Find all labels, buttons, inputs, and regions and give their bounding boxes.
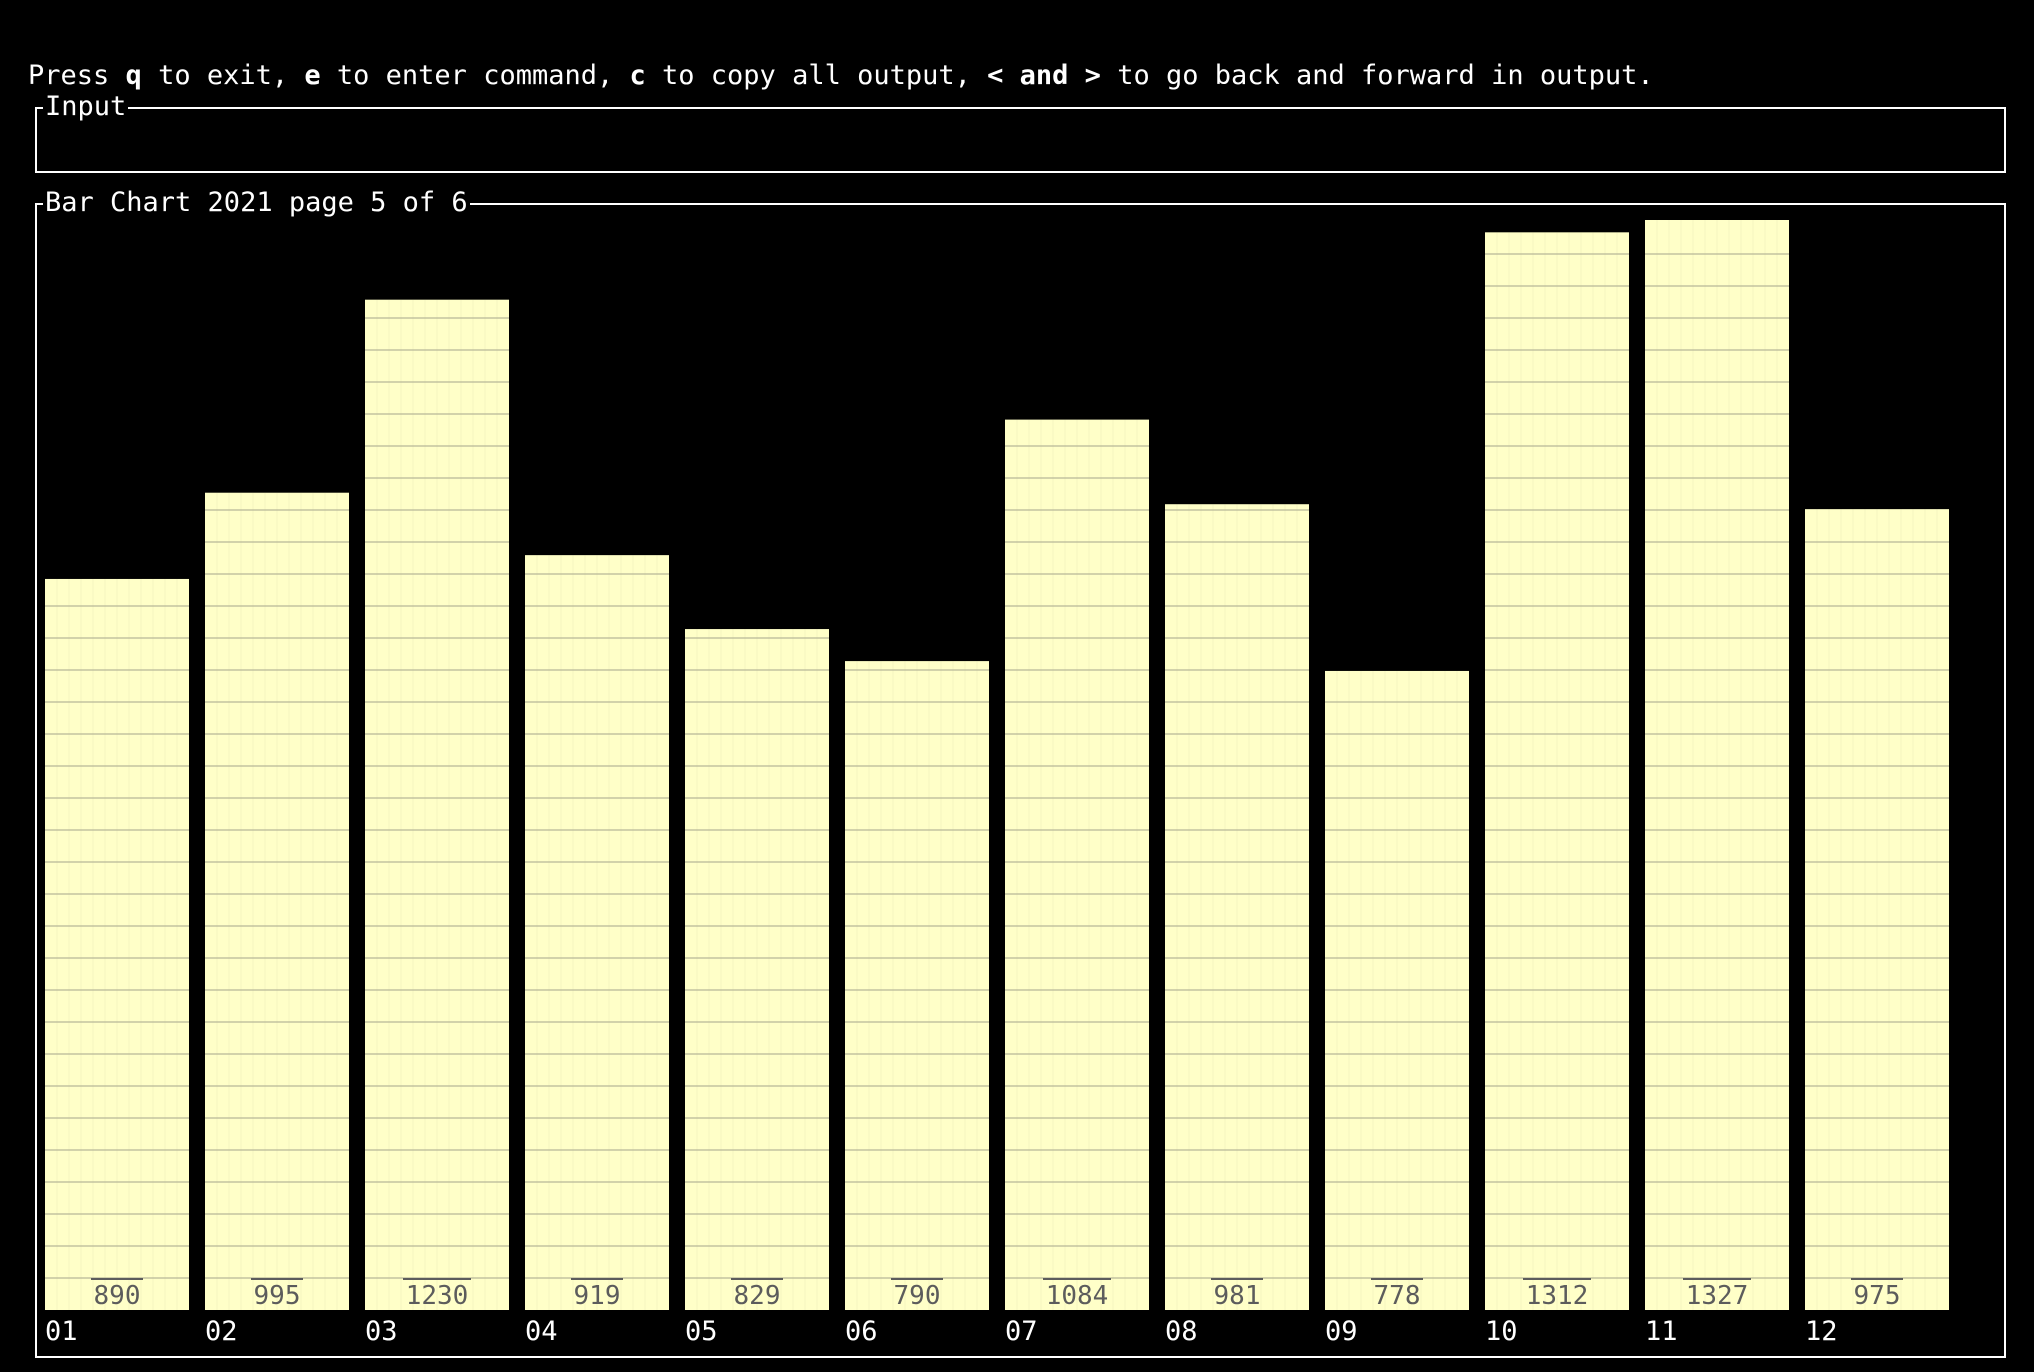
bar-group: 981 08: [1165, 504, 1309, 1347]
bar-value-label: 919: [574, 1281, 621, 1311]
category-label: 04: [525, 1316, 558, 1347]
bar-value-label: 975: [1854, 1281, 1901, 1311]
bar-value-label: 1230: [406, 1281, 469, 1311]
bar-value-label: 790: [894, 1281, 941, 1311]
category-label: 11: [1645, 1316, 1678, 1347]
category-label: 07: [1005, 1316, 1038, 1347]
bar-group: 1230 03: [365, 299, 509, 1347]
bar-group: 995 02: [205, 492, 349, 1347]
bar: [1645, 220, 1789, 1310]
category-label: 03: [365, 1316, 398, 1347]
bar-group: 890 01: [45, 578, 189, 1347]
bar-group: 1312 10: [1485, 232, 1629, 1347]
bar-value-label: 829: [734, 1281, 781, 1311]
bar: [45, 578, 189, 1310]
bar: [205, 492, 349, 1311]
bar-group: 919 04: [525, 555, 669, 1347]
category-label: 02: [205, 1316, 238, 1347]
navigate-keys: < and >: [987, 60, 1101, 91]
bar-group: 790 06: [845, 661, 989, 1347]
category-label: 05: [685, 1316, 718, 1347]
command-key: e: [304, 60, 321, 91]
help-text: Press q to exit, e to enter command, c t…: [28, 58, 1654, 94]
bar-value-label: 1084: [1046, 1281, 1109, 1311]
bar: [1165, 504, 1309, 1311]
help-text-part: to copy all output,: [645, 60, 988, 91]
input-panel[interactable]: Input: [35, 89, 2006, 173]
bar: [1485, 232, 1629, 1310]
quit-key: q: [125, 60, 142, 91]
help-text-part: to enter command,: [320, 60, 630, 91]
bar-group: 778 09: [1325, 670, 1469, 1347]
bar: [365, 299, 509, 1310]
bar-group: 1084 07: [1005, 419, 1149, 1347]
bar-group: 829 05: [685, 629, 829, 1347]
bar-value-label: 778: [1374, 1281, 1421, 1311]
bar-value-label: 1312: [1526, 1281, 1589, 1311]
bar-chart: 890 01 995 02 1230 03 919 04 829 05 790 06 1084 07 981…: [45, 220, 1949, 1347]
bar-value-label: 995: [254, 1281, 301, 1311]
category-label: 08: [1165, 1316, 1198, 1347]
bar-group: 1327 11: [1645, 220, 1789, 1347]
copy-key: c: [629, 60, 646, 91]
chart-panel: Bar Chart 2021 page 5 of 6 890 01 995 02 123…: [35, 185, 2006, 1358]
category-label: 06: [845, 1316, 878, 1347]
category-label: 10: [1485, 1316, 1518, 1347]
bar: [1005, 419, 1149, 1310]
bar: [685, 629, 829, 1310]
bar-value-label: 1327: [1686, 1281, 1749, 1311]
bar: [1805, 509, 1949, 1310]
chart-title: Bar Chart 2021 page 5 of 6: [43, 185, 470, 221]
help-text-part: Press: [28, 60, 126, 91]
help-text-part: to exit,: [141, 60, 305, 91]
bar: [845, 661, 989, 1310]
category-label: 09: [1325, 1316, 1358, 1347]
bar-group: 975 12: [1805, 509, 1949, 1347]
help-text-part: to go back and forward in output.: [1100, 60, 1654, 91]
bar-value-label: 890: [94, 1281, 141, 1311]
category-label: 12: [1805, 1316, 1838, 1347]
bar-value-label: 981: [1214, 1281, 1261, 1311]
category-label: 01: [45, 1316, 78, 1347]
bar: [525, 555, 669, 1310]
input-panel-title: Input: [43, 89, 129, 125]
